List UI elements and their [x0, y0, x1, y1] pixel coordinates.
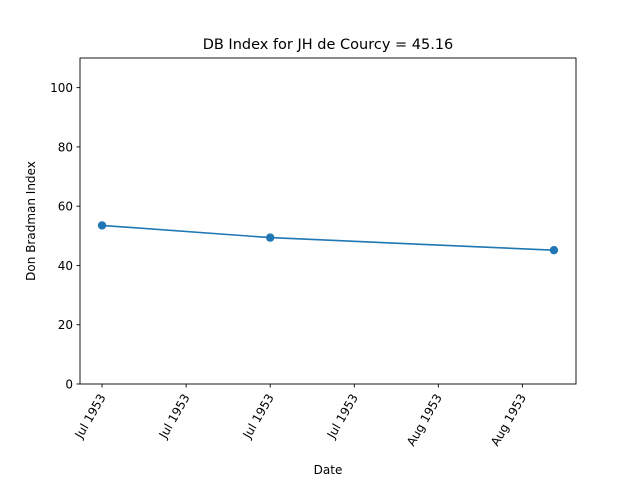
y-tick-label: 40	[58, 259, 73, 273]
x-axis-label: Date	[314, 463, 343, 477]
data-point	[549, 245, 559, 255]
y-tick-label: 80	[58, 140, 73, 154]
y-tick-label: 100	[50, 81, 73, 95]
data-point	[97, 221, 107, 230]
y-tick-label: 60	[58, 200, 73, 214]
chart-title: DB Index for JH de Courcy = 45.16	[203, 37, 454, 53]
y-tick-label: 20	[58, 318, 73, 332]
series-layer	[97, 221, 559, 255]
data-point	[266, 233, 275, 242]
plot-area	[79, 57, 577, 385]
y-tick-label: 0	[65, 378, 73, 392]
y-axis: 0 20 40 60 80 100	[50, 81, 80, 392]
y-axis-label: Don Bradman Index	[24, 161, 38, 281]
